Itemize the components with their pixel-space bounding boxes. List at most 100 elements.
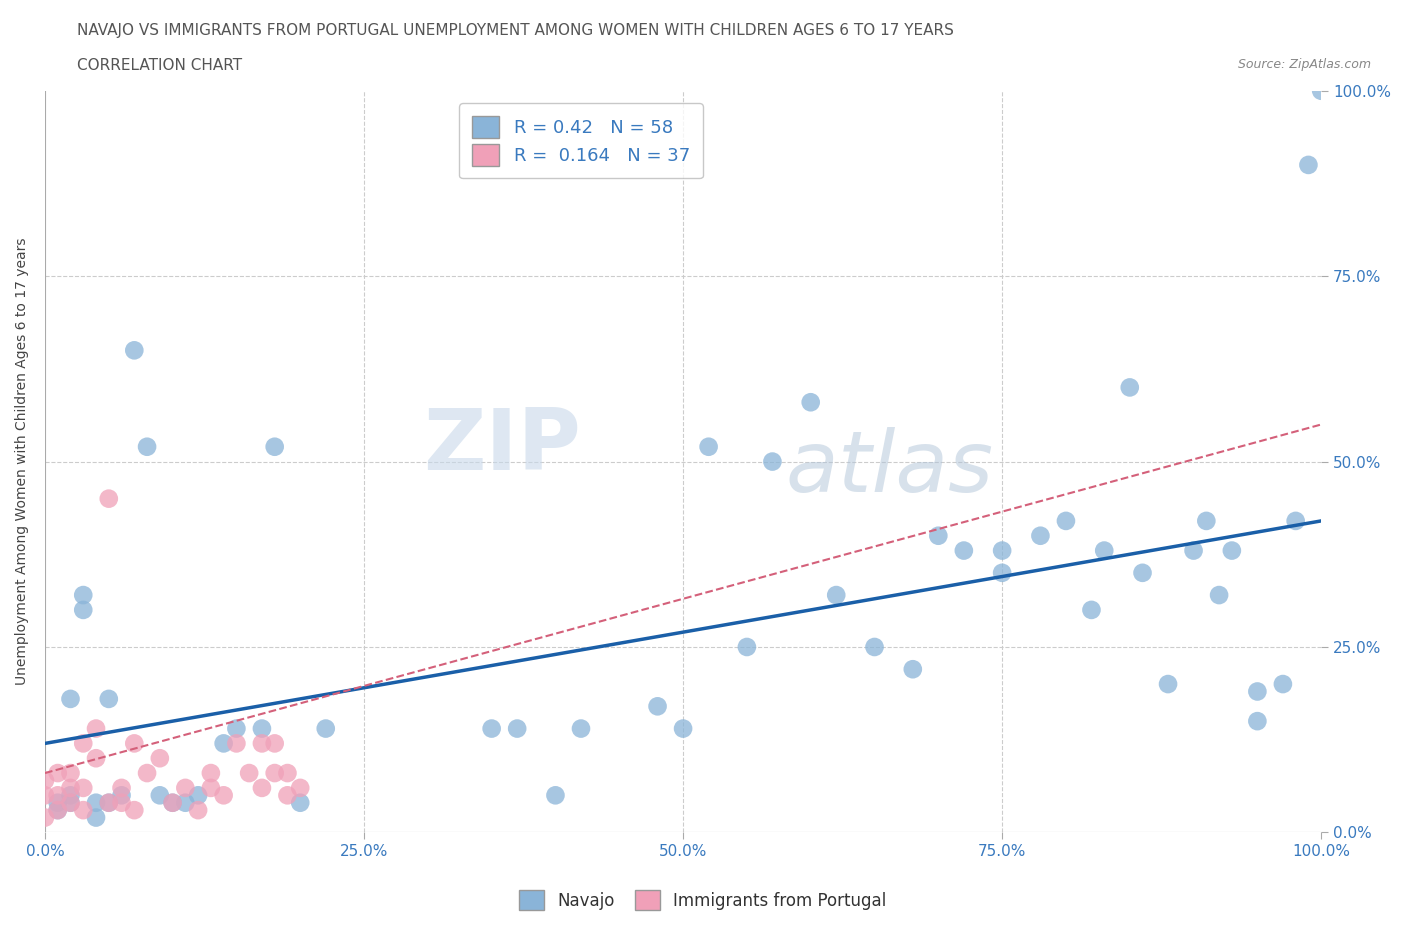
Point <box>110 788 132 803</box>
Text: NAVAJO VS IMMIGRANTS FROM PORTUGAL UNEMPLOYMENT AMONG WOMEN WITH CHILDREN AGES 6: NAVAJO VS IMMIGRANTS FROM PORTUGAL UNEMP… <box>77 23 955 38</box>
Point <box>84 751 107 765</box>
Point <box>59 765 82 780</box>
Point <box>174 780 197 795</box>
Point <box>315 721 337 736</box>
Point <box>200 765 222 780</box>
Point <box>250 721 273 736</box>
Point <box>927 528 949 543</box>
Point <box>187 803 209 817</box>
Point <box>506 721 529 736</box>
Point <box>34 788 56 803</box>
Point <box>1080 603 1102 618</box>
Point <box>276 765 298 780</box>
Point <box>647 698 669 713</box>
Point <box>97 491 120 506</box>
Text: ZIP: ZIP <box>423 405 581 488</box>
Point <box>212 736 235 751</box>
Point <box>225 721 247 736</box>
Point <box>1271 677 1294 692</box>
Point <box>1220 543 1243 558</box>
Point <box>72 736 94 751</box>
Text: CORRELATION CHART: CORRELATION CHART <box>77 58 242 73</box>
Point <box>1182 543 1205 558</box>
Point <box>187 788 209 803</box>
Legend: Navajo, Immigrants from Portugal: Navajo, Immigrants from Portugal <box>513 884 893 917</box>
Point <box>1132 565 1154 580</box>
Point <box>200 780 222 795</box>
Point <box>672 721 695 736</box>
Point <box>290 795 312 810</box>
Point <box>1092 543 1115 558</box>
Point <box>162 795 184 810</box>
Point <box>1119 380 1142 395</box>
Point <box>569 721 592 736</box>
Point <box>46 803 69 817</box>
Point <box>863 640 886 655</box>
Point <box>149 751 172 765</box>
Point <box>97 795 120 810</box>
Point <box>800 395 823 410</box>
Point <box>697 439 720 454</box>
Point <box>1285 513 1308 528</box>
Point <box>901 662 924 677</box>
Point <box>72 588 94 603</box>
Point <box>991 565 1014 580</box>
Point <box>34 773 56 788</box>
Point <box>1195 513 1218 528</box>
Point <box>953 543 976 558</box>
Point <box>59 795 82 810</box>
Point <box>34 810 56 825</box>
Y-axis label: Unemployment Among Women with Children Ages 6 to 17 years: Unemployment Among Women with Children A… <box>15 238 30 685</box>
Text: Source: ZipAtlas.com: Source: ZipAtlas.com <box>1237 58 1371 71</box>
Point <box>225 736 247 751</box>
Point <box>290 780 312 795</box>
Point <box>761 454 783 469</box>
Point <box>1029 528 1052 543</box>
Point <box>1208 588 1230 603</box>
Point <box>276 788 298 803</box>
Point <box>1246 684 1268 699</box>
Point <box>46 765 69 780</box>
Point <box>149 788 172 803</box>
Point <box>481 721 503 736</box>
Point <box>110 780 132 795</box>
Point <box>263 439 285 454</box>
Point <box>212 788 235 803</box>
Point <box>1054 513 1077 528</box>
Point <box>72 603 94 618</box>
Point <box>136 765 159 780</box>
Point <box>1310 84 1333 99</box>
Point <box>1246 713 1268 728</box>
Point <box>991 543 1014 558</box>
Legend: R = 0.42   N = 58, R =  0.164   N = 37: R = 0.42 N = 58, R = 0.164 N = 37 <box>460 103 703 179</box>
Point <box>124 736 146 751</box>
Point <box>124 343 146 358</box>
Point <box>825 588 848 603</box>
Point <box>59 692 82 707</box>
Point <box>46 795 69 810</box>
Point <box>46 788 69 803</box>
Point <box>59 780 82 795</box>
Point <box>735 640 758 655</box>
Point <box>1298 157 1320 172</box>
Point <box>72 780 94 795</box>
Point <box>97 692 120 707</box>
Point <box>46 803 69 817</box>
Point <box>174 795 197 810</box>
Point <box>59 788 82 803</box>
Point <box>250 780 273 795</box>
Text: atlas: atlas <box>785 428 993 511</box>
Point <box>124 803 146 817</box>
Point <box>544 788 567 803</box>
Point <box>72 803 94 817</box>
Point <box>136 439 159 454</box>
Point <box>97 795 120 810</box>
Point <box>238 765 260 780</box>
Point <box>84 721 107 736</box>
Point <box>162 795 184 810</box>
Point <box>84 810 107 825</box>
Point <box>84 795 107 810</box>
Point <box>263 736 285 751</box>
Point <box>110 795 132 810</box>
Point <box>1157 677 1180 692</box>
